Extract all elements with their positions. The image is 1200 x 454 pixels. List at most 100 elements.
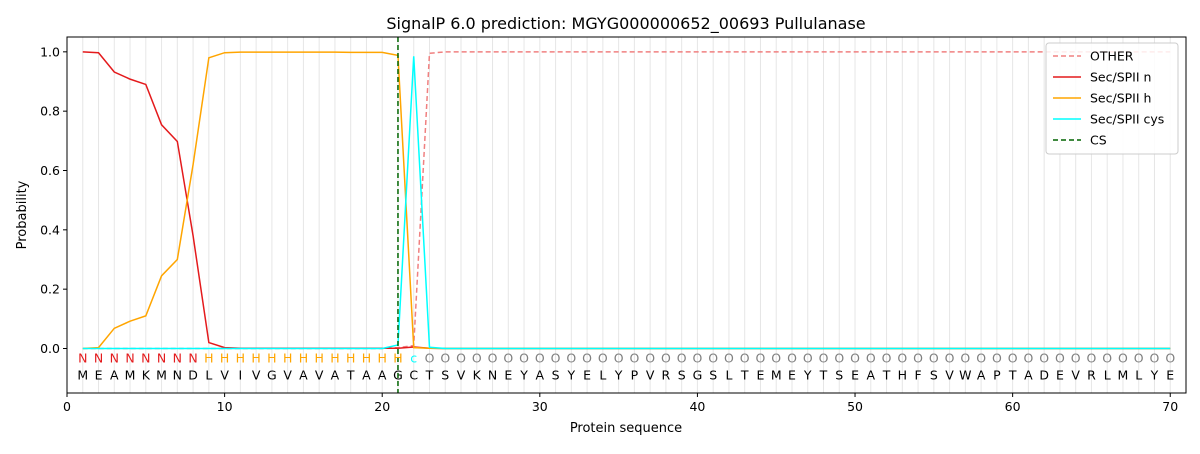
residue-label: V (315, 367, 324, 382)
legend: OTHER Sec/SPII n Sec/SPII h Sec/SPII cys CS (1045, 42, 1179, 155)
region-label: O (882, 350, 892, 365)
region-label: N (141, 350, 150, 365)
residue-label: L (1135, 367, 1142, 382)
residue-label: E (504, 367, 512, 382)
region-label: O (913, 350, 923, 365)
region-label: N (188, 350, 197, 365)
y-tick-label: 0.4 (40, 222, 60, 237)
region-label: O (834, 350, 844, 365)
residue-label: W (959, 367, 971, 382)
residue-label: K (142, 367, 151, 382)
y-axis-label: Probability (15, 180, 30, 249)
residue-label: T (1008, 367, 1017, 382)
residue-label: D (188, 367, 198, 382)
region-label: O (472, 350, 482, 365)
residue-label: L (1104, 367, 1111, 382)
residue-label: N (488, 367, 497, 382)
residue-label: N (173, 367, 182, 382)
region-label: O (440, 350, 450, 365)
region-label: H (236, 350, 245, 365)
region-label: c (410, 350, 417, 365)
region-label: O (425, 350, 435, 365)
region-label: O (566, 350, 576, 365)
x-tick-label: 0 (63, 399, 71, 414)
residue-label: Y (519, 367, 528, 382)
series-line (82, 51, 1171, 350)
residue-label: I (239, 367, 243, 382)
legend-label: Sec/SPII cys (1090, 112, 1164, 127)
residue-label: C (409, 367, 418, 382)
residue-label: S (441, 367, 449, 382)
region-label: O (629, 350, 639, 365)
region-label: O (1087, 350, 1097, 365)
region-label: O (614, 350, 624, 365)
region-label: O (740, 350, 750, 365)
residue-label: V (252, 367, 261, 382)
region-label: O (488, 350, 498, 365)
residue-label: V (1071, 367, 1080, 382)
region-label: O (724, 350, 734, 365)
residue-label: A (977, 367, 986, 382)
region-label: O (897, 350, 907, 365)
region-label: H (330, 350, 339, 365)
region-label: H (393, 350, 402, 365)
y-tick-label: 0.6 (40, 163, 60, 178)
residue-label: V (646, 367, 655, 382)
x-tick-label: 30 (532, 399, 548, 414)
region-label: O (519, 350, 529, 365)
residue-label: V (945, 367, 954, 382)
residue-label: V (283, 367, 292, 382)
residue-label: K (473, 367, 482, 382)
y-tick-label: 0.0 (40, 341, 60, 356)
region-label: H (251, 350, 260, 365)
residue-label: Y (567, 367, 576, 382)
residue-label: S (552, 367, 560, 382)
region-label: O (693, 350, 703, 365)
residue-label: A (1024, 367, 1033, 382)
residue-label: A (536, 367, 545, 382)
sequence-labels-layer: NMNENANMNKNMNNNDHLHVHIHVHGHVHAHVHAHTHAHA… (77, 350, 1175, 382)
residue-label: L (725, 367, 732, 382)
residue-label: E (851, 367, 859, 382)
region-label: N (110, 350, 119, 365)
residue-label: S (835, 367, 843, 382)
residue-label: E (1056, 367, 1064, 382)
residue-label: E (583, 367, 591, 382)
region-label: O (803, 350, 813, 365)
series-line (82, 56, 1171, 350)
region-label: O (787, 350, 797, 365)
residue-label: E (757, 367, 765, 382)
residue-label: T (425, 367, 434, 382)
residue-label: L (205, 367, 212, 382)
residue-label: Y (1150, 367, 1159, 382)
region-label: O (661, 350, 671, 365)
x-axis-label: Protein sequence (570, 421, 682, 436)
residue-label: M (771, 367, 782, 382)
residue-label: T (882, 367, 891, 382)
region-label: O (1071, 350, 1081, 365)
residue-label: V (457, 367, 466, 382)
region-label: O (456, 350, 466, 365)
region-label: O (1102, 350, 1112, 365)
region-label: N (78, 350, 87, 365)
region-label: N (125, 350, 134, 365)
region-label: O (551, 350, 561, 365)
residue-label: Y (803, 367, 812, 382)
residue-label: S (709, 367, 717, 382)
residue-label: T (740, 367, 749, 382)
region-label: O (866, 350, 876, 365)
residue-label: G (393, 367, 403, 382)
region-label: N (94, 350, 103, 365)
region-label: N (173, 350, 182, 365)
residue-label: M (125, 367, 136, 382)
legend-label: CS (1090, 133, 1107, 148)
residue-label: S (930, 367, 938, 382)
residue-label: R (662, 367, 671, 382)
residue-label: G (693, 367, 703, 382)
region-label: O (535, 350, 545, 365)
legend-label: Sec/SPII h (1090, 91, 1151, 106)
residue-label: F (914, 367, 921, 382)
region-label: O (503, 350, 513, 365)
